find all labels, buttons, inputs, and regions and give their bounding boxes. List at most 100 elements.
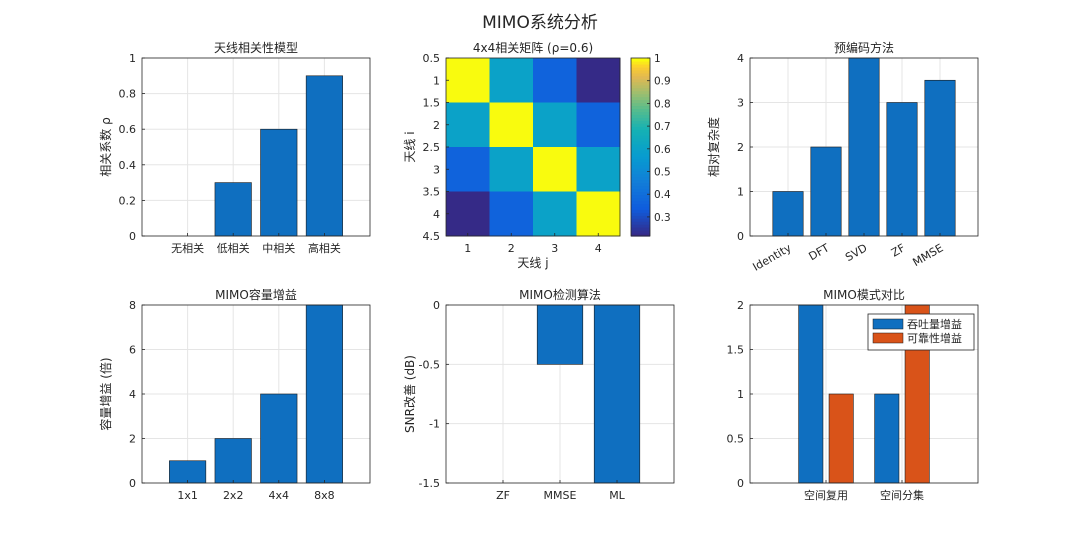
x-tick-label: 低相关	[217, 241, 250, 255]
colorbar-tick-label: 1	[654, 53, 661, 65]
bar-DFT	[810, 146, 842, 237]
colorbar-segment	[631, 66, 650, 71]
colorbar-segment	[631, 209, 650, 213]
x-tick-label: ZF	[889, 241, 908, 259]
colorbar-segment	[631, 147, 650, 151]
x-tick-label: 1	[464, 242, 471, 255]
heatmap-cell-2-4	[576, 102, 621, 148]
x-tick-label: 空间分集	[880, 488, 924, 502]
y-tick-label: 2	[737, 299, 744, 312]
y-tick-label: 4	[433, 208, 440, 221]
heatmap-cell-4-3	[533, 191, 577, 237]
x-tick-label: 高相关	[308, 241, 341, 255]
colorbar-segment	[631, 194, 650, 199]
colorbar-segment	[631, 96, 650, 101]
colorbar-segment	[631, 60, 650, 65]
colorbar-segment	[631, 191, 650, 196]
colorbar-segment	[631, 132, 650, 136]
colorbar-segment	[631, 227, 650, 231]
colorbar-segment	[631, 200, 650, 204]
colorbar-segment	[631, 233, 650, 237]
bar-Identity	[772, 191, 804, 237]
colorbar-segment	[631, 167, 650, 172]
y-tick-label: 0	[737, 477, 744, 490]
x-tick-label: 中相关	[262, 241, 295, 255]
colorbar-segment	[631, 105, 650, 110]
colorbar-segment	[631, 158, 650, 163]
legend-label: 可靠性增益	[907, 331, 962, 345]
colorbar: 0.3 0.4 0.5 0.6 0.7 0.8 0.9 1	[630, 53, 671, 237]
y-tick-label: 2	[129, 433, 136, 446]
bar-4x4	[260, 393, 298, 484]
y-tick-label: 0	[737, 230, 744, 243]
bar-MMSE	[536, 304, 584, 365]
colorbar-segment	[631, 164, 650, 169]
x-tick-label: DFT	[807, 241, 832, 263]
chart-detection: -1.5 -1 -0.5 0 ZF MMSE ML MIMO检测算法 SNR改善 (dB)	[402, 287, 675, 502]
colorbar-segment	[631, 230, 650, 234]
chart-title: 预编码方法	[834, 40, 894, 55]
y-tick-label: 3	[737, 97, 744, 110]
colorbar-tick-label: 0.5	[654, 167, 671, 179]
y-tick-label: -1.5	[419, 477, 440, 490]
colorbar-segment	[631, 135, 650, 139]
colorbar-box	[630, 57, 651, 237]
y-tick-label: 6	[129, 344, 136, 357]
heatmap-cell-1-2	[489, 58, 534, 103]
bar-MMSE	[924, 79, 956, 237]
y-tick-label: 3	[433, 163, 440, 176]
legend-swatch-吞吐量增益	[872, 318, 904, 330]
colorbar-segment	[631, 203, 650, 207]
colorbar-segment	[631, 84, 650, 89]
colorbar-segment	[631, 99, 650, 104]
heatmap-cell-4-2	[489, 191, 534, 237]
colorbar-segment	[631, 206, 650, 210]
y-tick-label: -0.5	[419, 358, 440, 371]
heatmap-cell-4-4	[576, 191, 621, 237]
y-tick-label: 1	[433, 74, 440, 87]
colorbar-tick-label: 0.4	[654, 189, 671, 201]
colorbar-segment	[631, 72, 650, 77]
x-tick-label: 4x4	[269, 489, 290, 502]
colorbar-segment	[631, 111, 650, 115]
colorbar-segment	[631, 117, 650, 121]
bar-可靠性增益-空间复用	[828, 393, 854, 484]
colorbar-segment	[631, 102, 650, 107]
heatmap-cell-4-1	[446, 191, 490, 237]
colorbar-segment	[631, 81, 650, 86]
colorbar-segment	[631, 114, 650, 118]
bar-8x8	[305, 304, 343, 484]
x-tick-label: 2	[508, 242, 515, 255]
colorbar-tick-label: 0.6	[654, 144, 671, 156]
y-tick-label: 4.5	[423, 230, 441, 243]
y-tick-label: 0	[129, 230, 136, 243]
colorbar-segment	[631, 155, 650, 160]
chart-corr-matrix: 0.5 1 1.5 2 2.5 3 3.5 4 4.5 1 2 3 4 4x4相关矩阵 (ρ=0.6) 天线…	[403, 41, 671, 270]
x-tick-label: 3	[551, 242, 558, 255]
chart-title: MIMO容量增益	[215, 287, 297, 302]
y-axis-label: 天线 i	[403, 131, 417, 162]
colorbar-segment	[631, 182, 650, 187]
heatmap-cell-1-1	[446, 58, 490, 103]
colorbar-segment	[631, 152, 650, 157]
colorbar-segment	[631, 123, 650, 127]
chart-title: MIMO检测算法	[519, 287, 601, 302]
y-tick-label: 3.5	[423, 186, 441, 199]
y-tick-label: 0.5	[423, 52, 441, 65]
legend-swatch-可靠性增益	[872, 332, 904, 344]
chart-title: 天线相关性模型	[214, 41, 298, 55]
y-tick-label: 1	[129, 52, 136, 65]
heatmap-cell-3-3	[533, 147, 577, 192]
legend-label: 吞吐量增益	[907, 317, 962, 331]
x-tick-label: Identity	[750, 241, 793, 274]
bar-低相关	[214, 182, 252, 237]
colorbar-segment	[631, 144, 650, 148]
y-tick-label: 4	[129, 388, 136, 401]
colorbar-segment	[631, 93, 650, 98]
chart-title: MIMO模式对比	[823, 288, 905, 302]
colorbar-segment	[631, 58, 650, 62]
colorbar-segment	[631, 218, 650, 222]
